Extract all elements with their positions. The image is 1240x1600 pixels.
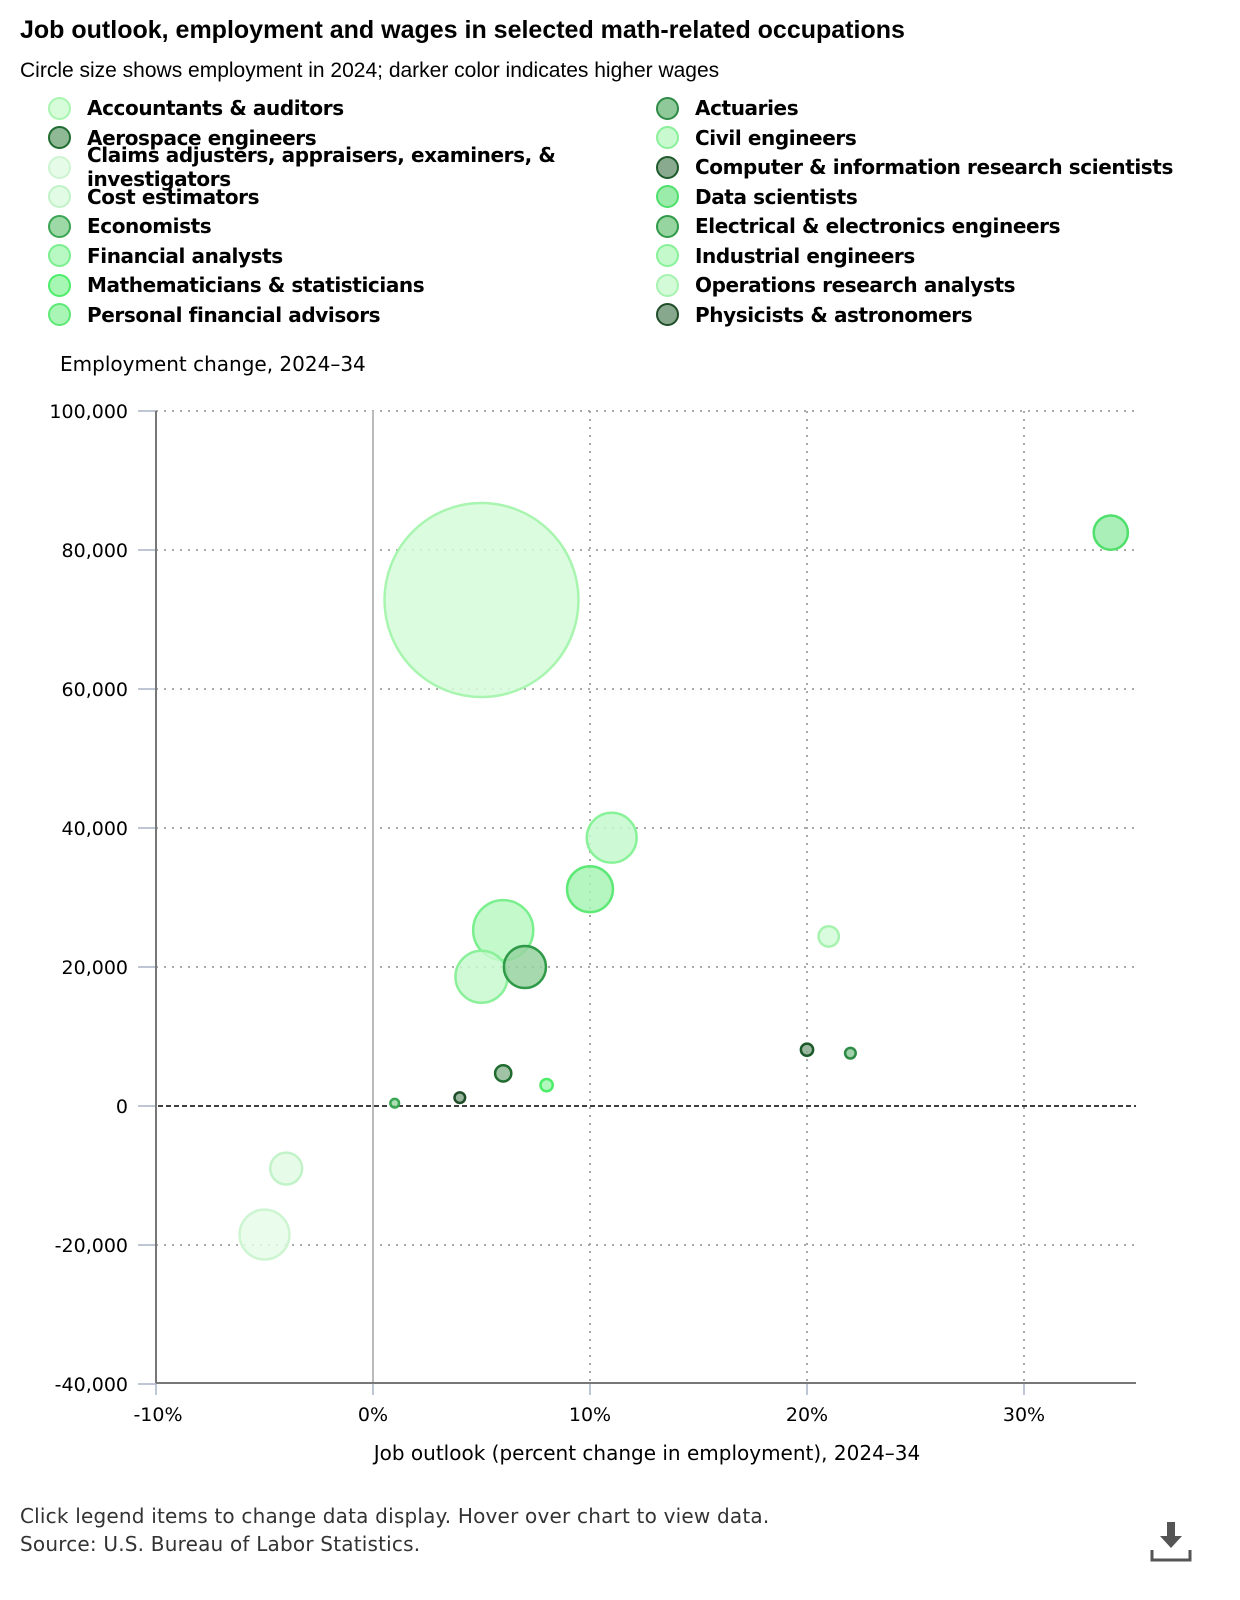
legend-label: Actuaries <box>695 96 799 120</box>
legend-swatch-icon <box>656 273 679 297</box>
legend-label: Aerospace engineers <box>87 125 317 150</box>
bubble[interactable]: Actuaries <box>843 1046 857 1060</box>
legend-swatch-icon <box>656 126 679 149</box>
legend-label: Physicists & astronomers <box>695 302 973 327</box>
legend-label: Data scientists <box>695 184 858 209</box>
bubble[interactable]: Physicists & astronomers <box>453 1091 467 1105</box>
legend-item[interactable]: Civil engineers <box>656 125 1196 150</box>
legend-swatch-icon <box>48 96 71 120</box>
legend-swatch-icon <box>656 185 679 208</box>
legend-item[interactable]: Financial analysts <box>48 243 656 268</box>
legend-item[interactable]: Claims adjusters, appraisers, examiners,… <box>48 143 656 191</box>
bubble[interactable]: Cost estimators <box>269 1151 304 1186</box>
legend-swatch-icon <box>48 126 71 149</box>
x-tick-label: 30% <box>1003 1404 1045 1426</box>
legend-item[interactable]: Mathematicians & statisticians <box>48 273 656 297</box>
footer-note: Click legend items to change data displa… <box>20 1504 770 1528</box>
legend-swatch-icon <box>656 155 679 179</box>
legend-swatch-icon <box>48 303 71 326</box>
legend-swatch-icon <box>656 214 679 238</box>
bubble[interactable]: Accountants & auditors <box>383 501 580 699</box>
legend-item[interactable]: Actuaries <box>656 96 1196 120</box>
x-axis-label: Job outlook (percent change in employmen… <box>373 1441 921 1465</box>
bubble[interactable]: Electrical & electronics engineers <box>502 944 548 990</box>
legend-item[interactable]: Industrial engineers <box>656 243 1196 268</box>
x-tick-label: 10% <box>569 1404 611 1426</box>
x-tick-label: -10% <box>133 1404 182 1426</box>
legend-item[interactable]: Electrical & electronics engineers <box>656 214 1196 238</box>
bubble[interactable]: Computer & information research scientis… <box>799 1042 815 1058</box>
bubble[interactable]: Civil engineers <box>454 949 509 1005</box>
legend-label: Financial analysts <box>87 243 283 268</box>
legend-item[interactable]: Operations research analysts <box>656 273 1196 297</box>
bubble-chart[interactable]: 100,000 80,000 60,000 40,000 20,000 0 -20,000 -… <box>0 0 1240 1480</box>
y-tick-label: 100,000 <box>49 401 128 423</box>
x-tick-label: 0% <box>358 1404 388 1426</box>
y-tick-label: 0 <box>116 1096 128 1118</box>
legend-label: Computer & information research scientis… <box>695 155 1173 179</box>
legend-swatch-icon <box>48 185 71 208</box>
legend-label: Economists <box>87 214 212 238</box>
legend-item[interactable]: Personal financial advisors <box>48 302 656 327</box>
legend-label: Operations research analysts <box>695 273 1016 297</box>
bubble[interactable]: Industrial engineers <box>585 811 638 864</box>
bubble[interactable]: Economists <box>389 1097 401 1109</box>
legend-label: Civil engineers <box>695 125 857 150</box>
x-tick-label: 20% <box>786 1404 828 1426</box>
bubble[interactable]: Data scientists <box>1092 514 1130 551</box>
y-tick-label: -40,000 <box>55 1374 128 1396</box>
legend-swatch-icon <box>656 244 679 267</box>
legend-swatch-icon <box>48 244 71 267</box>
legend-item[interactable]: Cost estimators <box>48 184 656 209</box>
legend-swatch-icon <box>656 303 679 326</box>
legend-item[interactable]: Computer & information research scientis… <box>656 155 1196 179</box>
bubble[interactable]: Operations research analysts <box>817 924 841 948</box>
legend-label: Mathematicians & statisticians <box>87 273 425 297</box>
legend-label: Personal financial advisors <box>87 302 381 327</box>
legend-label: Cost estimators <box>87 184 260 209</box>
bubble[interactable]: Claims adjusters, appraisers, examiners,… <box>238 1208 291 1261</box>
legend-item[interactable]: Accountants & auditors <box>48 96 656 120</box>
legend-swatch-icon <box>48 155 71 179</box>
chart-title: Job outlook, employment and wages in sel… <box>20 16 905 44</box>
legend-swatch-icon <box>48 273 71 297</box>
legend-swatch-icon <box>656 96 679 120</box>
legend-label: Accountants & auditors <box>87 96 344 120</box>
y-tick-label: 40,000 <box>62 818 128 840</box>
legend-item[interactable]: Data scientists <box>656 184 1196 209</box>
bubble[interactable]: Aerospace engineers <box>493 1063 513 1083</box>
legend-item[interactable]: Aerospace engineers <box>48 125 656 150</box>
bubble[interactable]: Mathematicians & statisticians <box>539 1077 554 1093</box>
legend: Accountants & auditors Actuaries Aerospace… <box>48 96 1198 327</box>
legend-label: Electrical & electronics engineers <box>695 214 1061 238</box>
y-axis-label: Employment change, 2024–34 <box>60 352 366 376</box>
legend-label: Claims adjusters, appraisers, examiners,… <box>87 143 556 191</box>
y-tick-label: 80,000 <box>62 540 128 562</box>
chart-subtitle: Circle size shows employment in 2024; da… <box>20 59 720 82</box>
legend-swatch-icon <box>48 214 71 238</box>
download-icon[interactable] <box>1150 1520 1192 1562</box>
y-tick-label: -20,000 <box>55 1235 128 1257</box>
legend-label: Industrial engineers <box>695 243 915 268</box>
y-tick-label: 60,000 <box>62 679 128 701</box>
legend-item[interactable]: Physicists & astronomers <box>656 302 1196 327</box>
legend-item[interactable]: Economists <box>48 214 656 238</box>
y-tick-label: 20,000 <box>62 957 128 979</box>
bubble[interactable]: Personal financial advisors <box>565 864 615 914</box>
source-note: Source: U.S. Bureau of Labor Statistics. <box>20 1532 421 1556</box>
